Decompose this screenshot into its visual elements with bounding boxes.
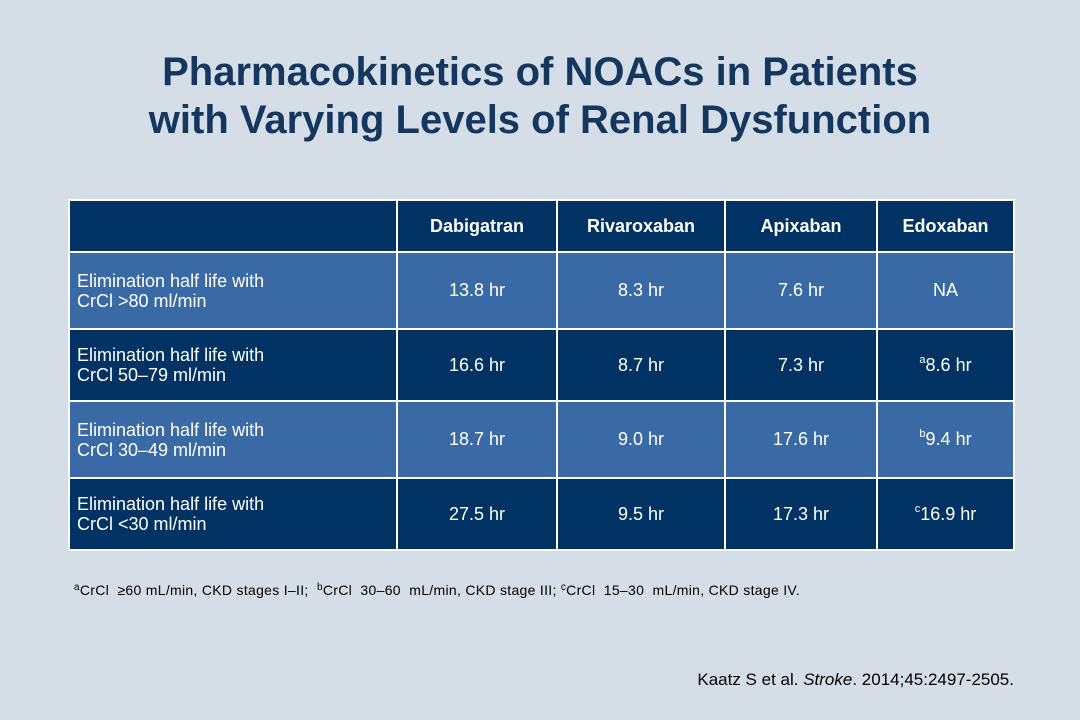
cell-rivaroxaban: 9.0 hr [556,400,726,479]
cell-apixaban: 17.3 hr [724,477,878,551]
footnote-c-text: CrCl 15–30 mL/min, CKD stage IV. [566,582,800,598]
header-rivaroxaban: Rivaroxaban [556,199,726,253]
cell-edoxaban: c16.9 hr [876,477,1015,551]
footnote-a-text: CrCl ≥60 mL/min, CKD stages I–II; [79,582,317,598]
cell-dabigatran: 27.5 hr [396,477,558,551]
table-row: Elimination half life with CrCl >80 ml/m… [68,251,1015,330]
cell-value: 9.0 hr [617,429,665,449]
cell-value: 17.6 hr [772,429,830,449]
header-edoxaban: Edoxaban [876,199,1015,253]
cell-value: NA [932,280,958,300]
row-label-line-1: Elimination half life with [77,419,265,440]
pharmacokinetics-table: Dabigatran Rivaroxaban Apixaban Edoxaban… [68,199,1015,551]
cell-apixaban: 17.6 hr [724,400,878,479]
cell-rivaroxaban: 8.3 hr [556,251,726,330]
header-cell-empty [68,199,398,253]
cell-value: 8.6 hr [925,354,972,375]
citation-authors: Kaatz S et al. [697,670,804,689]
row-label-line-1: Elimination half life with [77,270,265,291]
row-label-line-2: CrCl >80 ml/min [77,290,207,311]
table-row: Elimination half life with CrCl <30 ml/m… [68,477,1015,551]
row-label: Elimination half life with CrCl 30–49 ml… [68,400,398,479]
cell-apixaban: 7.3 hr [724,328,878,402]
cell-edoxaban: NA [876,251,1015,330]
citation-journal: Stroke [803,670,853,689]
cell-apixaban: 7.6 hr [724,251,878,330]
footnote-a-mark: a [74,582,80,593]
title-line-2: with Varying Levels of Renal Dysfunction [148,98,932,142]
footnote-marker-a: a [919,353,926,366]
footnote-marker-b: b [919,428,926,440]
cell-value: 8.7 hr [617,354,665,375]
table-row: Elimination half life with CrCl 30–49 ml… [68,400,1015,479]
footnotes: aCrCl ≥60 mL/min, CKD stages I–II; bCrCl… [74,582,1034,598]
cell-value: 9.4 hr [925,429,972,449]
cell-value: 27.5 hr [448,503,506,524]
row-label: Elimination half life with CrCl >80 ml/m… [68,251,398,330]
cell-value: 16.9 hr [920,503,977,524]
cell-value: 7.3 hr [777,354,825,375]
cell-rivaroxaban: 9.5 hr [556,477,726,551]
slide-title: Pharmacokinetics of NOACs in Patients wi… [0,48,1080,144]
row-label-line-2: CrCl 30–49 ml/min [77,439,227,460]
footnote-marker-c: c [914,502,921,515]
header-dabigatran: Dabigatran [396,199,558,253]
footnote-b-text: CrCl 30–60 mL/min, CKD stage III; [322,582,561,598]
citation-details: . 2014;45:2497-2505. [852,670,1014,689]
cell-value: 7.6 hr [777,280,825,300]
cell-value: 18.7 hr [448,429,506,449]
cell-value: 13.8 hr [448,280,506,300]
cell-edoxaban: b9.4 hr [876,400,1015,479]
row-label-line-2: CrCl 50–79 ml/min [77,365,227,385]
footnote-b-mark: b [316,582,323,593]
citation: Kaatz S et al. Stroke. 2014;45:2497-2505… [697,670,1014,690]
cell-edoxaban: a8.6 hr [876,328,1015,402]
cell-rivaroxaban: 8.7 hr [556,328,726,402]
cell-value: 17.3 hr [772,503,830,524]
cell-value: 9.5 hr [617,503,665,524]
title-line-1: Pharmacokinetics of NOACs in Patients [162,50,918,94]
cell-dabigatran: 16.6 hr [396,328,558,402]
cell-dabigatran: 18.7 hr [396,400,558,479]
row-label-line-1: Elimination half life with [77,345,265,365]
header-apixaban: Apixaban [724,199,878,253]
cell-value: 8.3 hr [617,280,665,300]
table-row: Elimination half life with CrCl 50–79 ml… [68,328,1015,402]
row-label: Elimination half life with CrCl 50–79 ml… [68,328,398,402]
cell-dabigatran: 13.8 hr [396,251,558,330]
footnote-c-mark: c [560,582,567,593]
table-header-row: Dabigatran Rivaroxaban Apixaban Edoxaban [68,199,1015,253]
row-label-line-1: Elimination half life with [77,494,265,514]
row-label-line-2: CrCl <30 ml/min [77,514,207,534]
row-label: Elimination half life with CrCl <30 ml/m… [68,477,398,551]
cell-value: 16.6 hr [448,354,506,375]
